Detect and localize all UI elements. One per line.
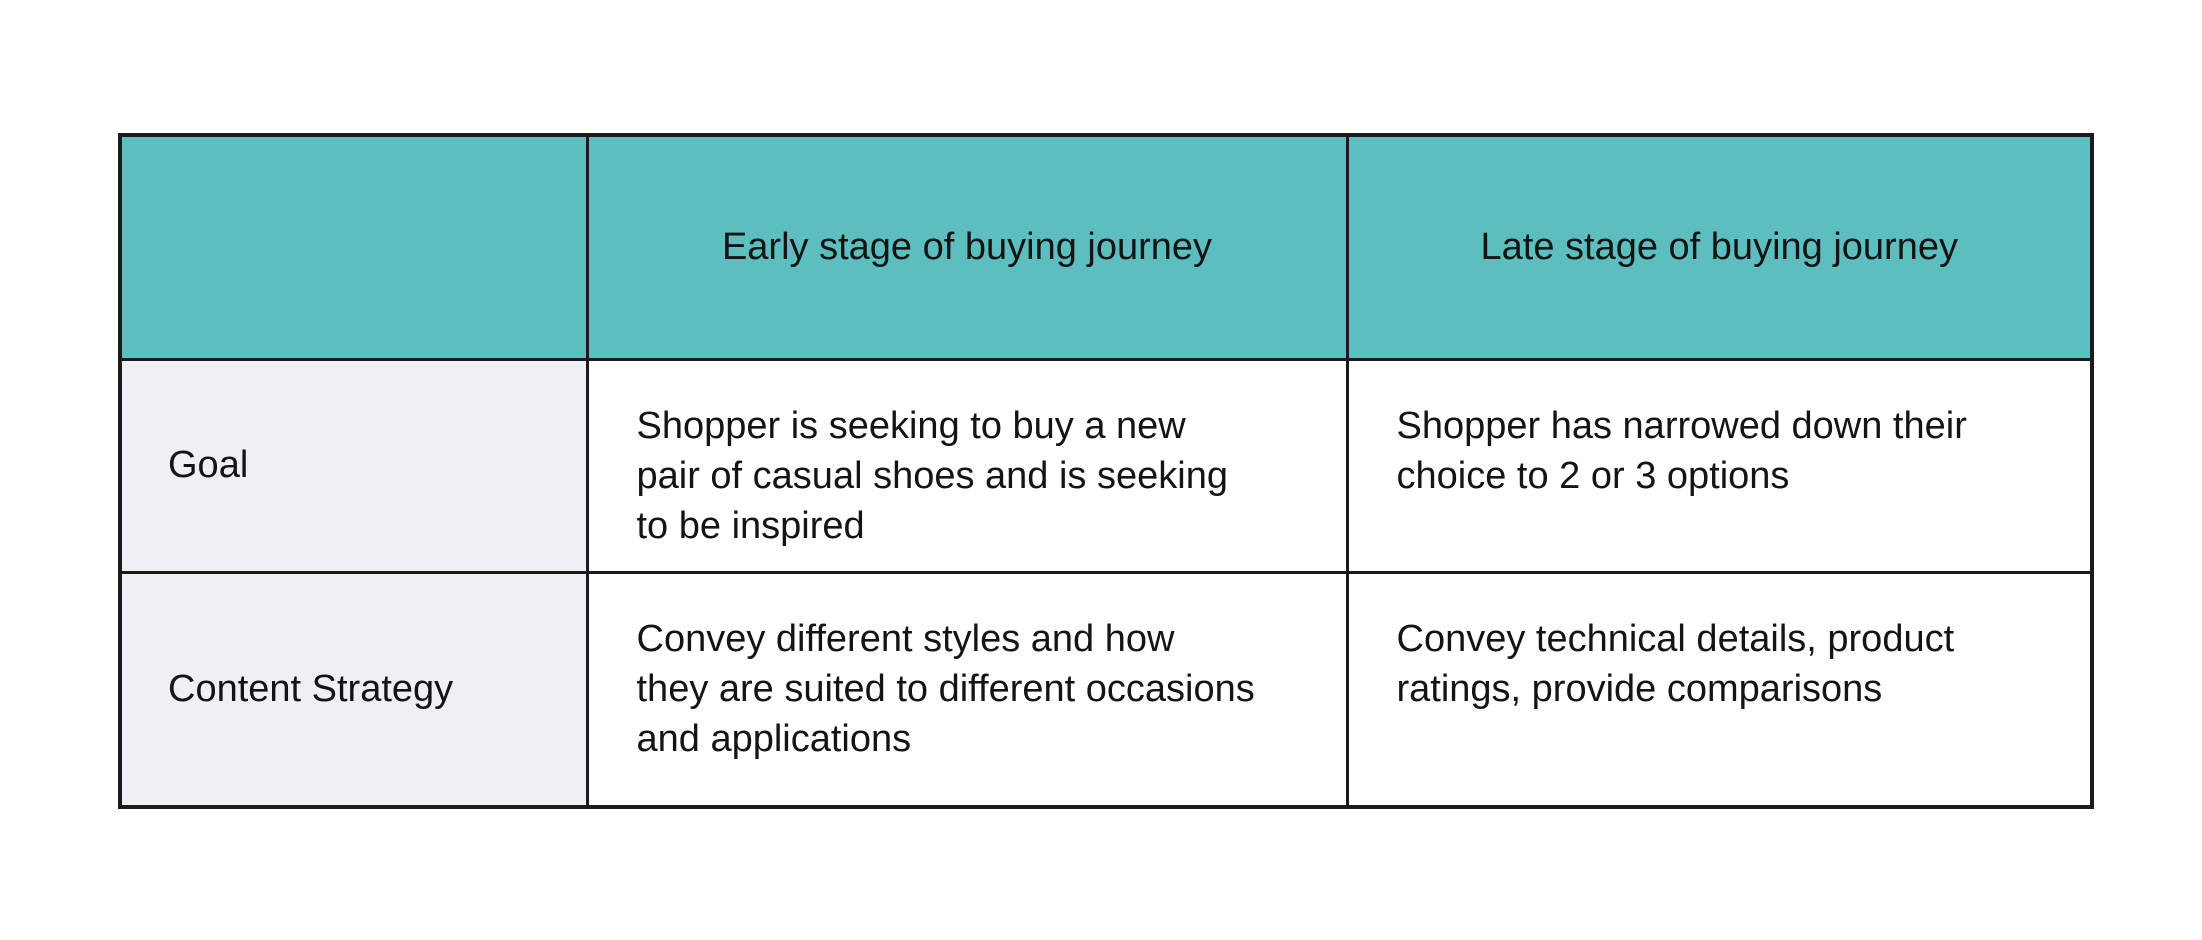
header-cell-late-stage: Late stage of buying journey bbox=[1345, 133, 2094, 361]
cell-content-strategy-late-stage: Convey technical details, product rating… bbox=[1345, 570, 2094, 809]
header-cell-corner bbox=[118, 133, 589, 361]
cell-goal-early-stage: Shopper is seeking to buy a new pair of … bbox=[585, 357, 1349, 574]
header-cell-early-stage: Early stage of buying journey bbox=[585, 133, 1349, 361]
cell-goal-late-stage: Shopper has narrowed down their choice t… bbox=[1345, 357, 2094, 574]
row-label-goal: Goal bbox=[118, 357, 589, 574]
row-content-strategy: Content Strategy Convey different styles… bbox=[118, 570, 2094, 809]
header-row: Early stage of buying journey Late stage… bbox=[118, 133, 2094, 361]
row-goal: Goal Shopper is seeking to buy a new pai… bbox=[118, 357, 2094, 574]
buying-journey-table: Early stage of buying journey Late stage… bbox=[118, 133, 2094, 809]
cell-content-strategy-early-stage: Convey different styles and how they are… bbox=[585, 570, 1349, 809]
row-label-content-strategy: Content Strategy bbox=[118, 570, 589, 809]
